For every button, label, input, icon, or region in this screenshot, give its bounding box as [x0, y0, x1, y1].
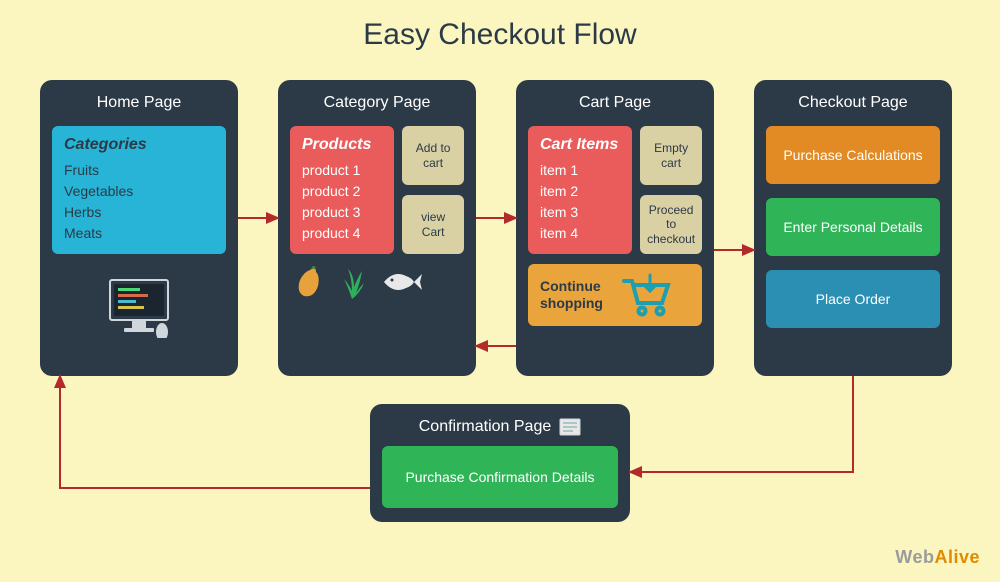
proceed-checkout-button[interactable]: Proceed to checkout — [640, 195, 702, 254]
add-to-cart-button[interactable]: Add to cart — [402, 126, 464, 185]
fish-icon — [382, 270, 422, 294]
purchase-calculations-action[interactable]: Purchase Calculations — [766, 126, 940, 184]
panel-category: Category Page Products product 1 product… — [278, 80, 476, 376]
plant-icon — [338, 265, 366, 299]
enter-details-action[interactable]: Enter Personal Details — [766, 198, 940, 256]
panel-confirmation-title: Confirmation Page — [419, 418, 552, 436]
cart-item: item 4 — [540, 223, 620, 244]
mango-icon — [296, 266, 322, 298]
panel-home-title: Home Page — [52, 94, 226, 112]
continue-shopping-button[interactable]: Continue shopping — [528, 264, 702, 326]
place-order-action[interactable]: Place Order — [766, 270, 940, 328]
product-item: product 3 — [302, 202, 382, 223]
flow-arrow — [60, 376, 370, 488]
panel-confirmation: Confirmation Page Purchase Confirmation … — [370, 404, 630, 522]
category-item: Vegetables — [64, 181, 214, 202]
enter-details-label: Enter Personal Details — [783, 219, 922, 235]
category-item: Herbs — [64, 202, 214, 223]
cart-item: item 1 — [540, 160, 620, 181]
diagram-title: Easy Checkout Flow — [0, 18, 1000, 52]
cart-items-list: item 1 item 2 item 3 item 4 — [540, 160, 620, 244]
confirmation-details-action: Purchase Confirmation Details — [382, 446, 618, 508]
flow-arrow — [630, 376, 853, 472]
continue-shopping-label: Continue shopping — [540, 278, 610, 312]
cart-icon — [620, 273, 674, 317]
receipt-icon — [559, 418, 581, 436]
cart-item: item 3 — [540, 202, 620, 223]
cart-items-box: Cart Items item 1 item 2 item 3 item 4 — [528, 126, 632, 254]
panel-cart: Cart Page Cart Items item 1 item 2 item … — [516, 80, 714, 376]
products-list: product 1 product 2 product 3 product 4 — [302, 160, 382, 244]
product-item: product 4 — [302, 223, 382, 244]
panel-home: Home Page Categories Fruits Vegetables H… — [40, 80, 238, 376]
products-title: Products — [302, 136, 382, 154]
product-item: product 2 — [302, 181, 382, 202]
brand-logo: WebAlive — [895, 547, 980, 568]
categories-title: Categories — [64, 136, 214, 154]
panel-checkout-title: Checkout Page — [766, 94, 940, 112]
brand-logo-b: Alive — [934, 547, 980, 567]
brand-logo-a: Web — [895, 547, 934, 567]
computer-icon — [102, 278, 176, 338]
diagram-canvas: Easy Checkout Flow Home Page Categories … — [0, 0, 1000, 582]
view-cart-button[interactable]: view Cart — [402, 195, 464, 254]
panel-cart-title: Cart Page — [528, 94, 702, 112]
cart-items-title: Cart Items — [540, 136, 620, 154]
products-box: Products product 1 product 2 product 3 p… — [290, 126, 394, 254]
categories-list: Fruits Vegetables Herbs Meats — [64, 160, 214, 244]
panel-checkout: Checkout Page Purchase Calculations Ente… — [754, 80, 952, 376]
empty-cart-button[interactable]: Empty cart — [640, 126, 702, 185]
category-item: Meats — [64, 223, 214, 244]
category-item: Fruits — [64, 160, 214, 181]
product-icons-row — [290, 264, 464, 300]
cart-item: item 2 — [540, 181, 620, 202]
product-item: product 1 — [302, 160, 382, 181]
panel-category-title: Category Page — [290, 94, 464, 112]
categories-box: Categories Fruits Vegetables Herbs Meats — [52, 126, 226, 254]
